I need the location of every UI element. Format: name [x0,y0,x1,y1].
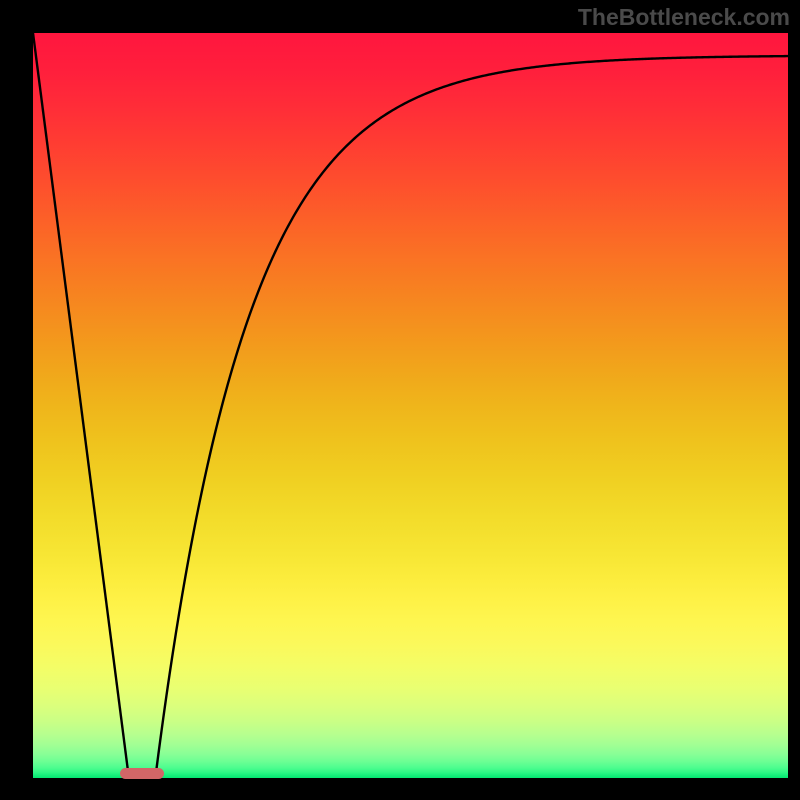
chart-frame: TheBottleneck.com [0,0,800,800]
watermark-text: TheBottleneck.com [578,4,790,31]
optimum-marker [120,768,164,780]
curve-layer [33,33,788,778]
plot-area [33,33,788,778]
